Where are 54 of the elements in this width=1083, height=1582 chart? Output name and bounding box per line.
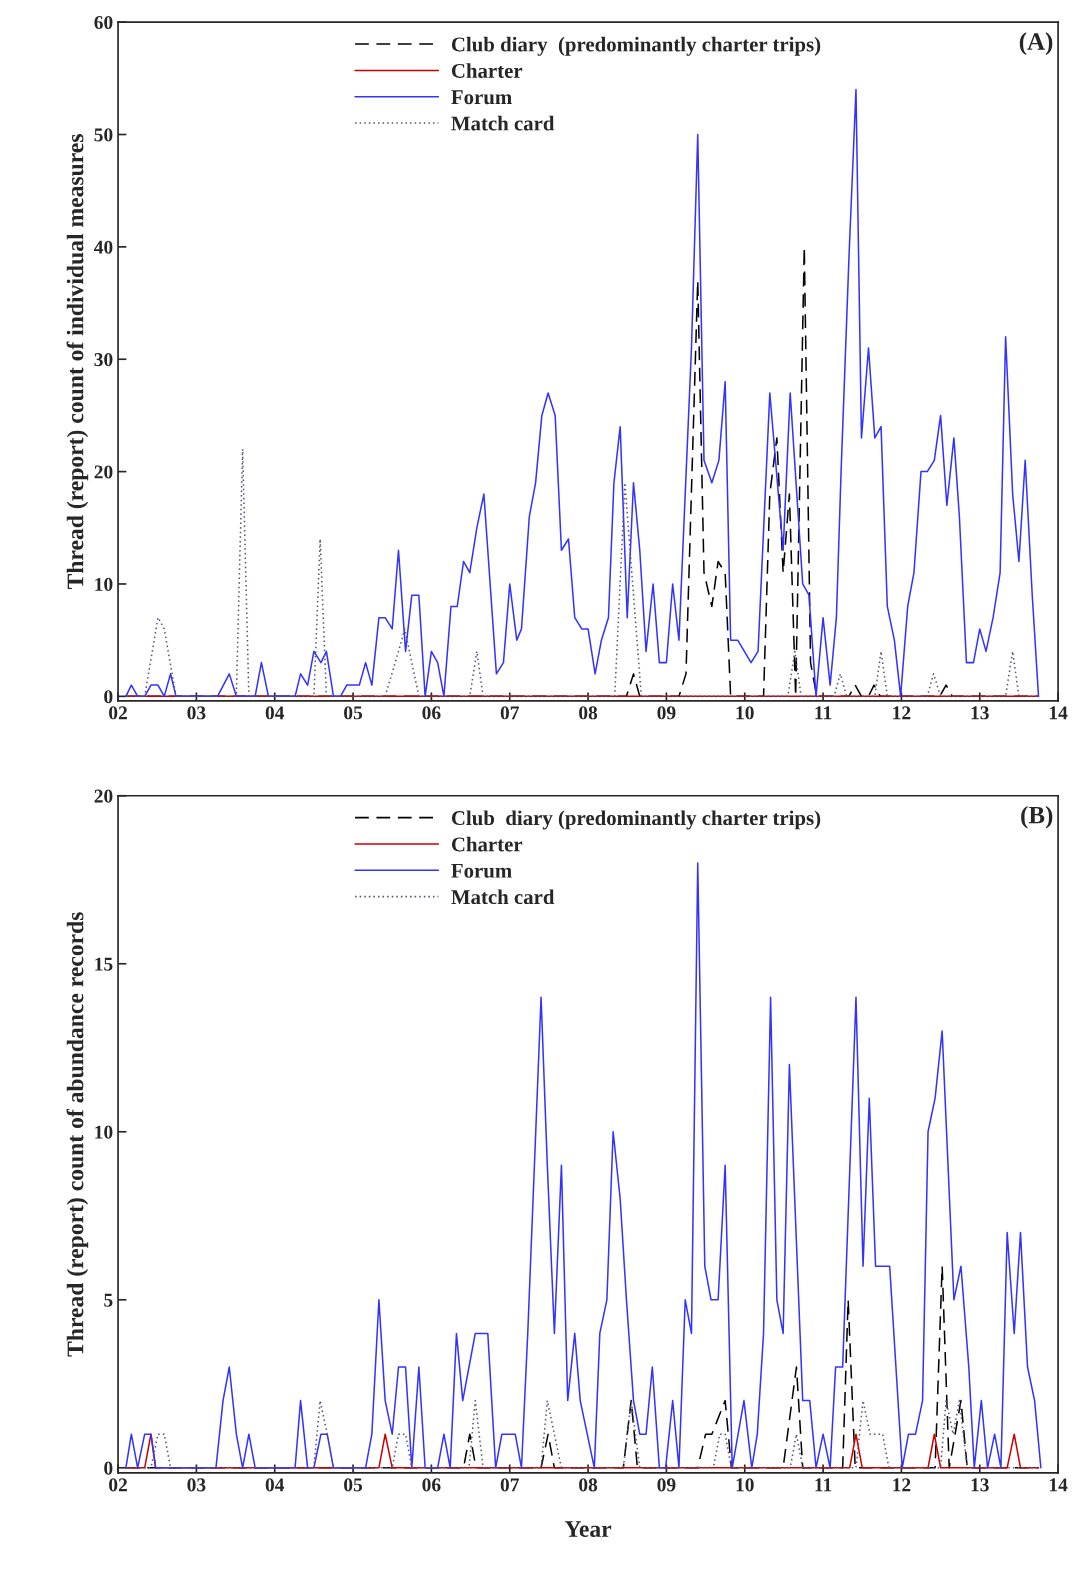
annotation: (B) (1021, 805, 1053, 829)
y-tick-label: 0 (104, 690, 113, 704)
x-tick-label: 11 (815, 706, 832, 720)
x-tick-label: 12 (893, 706, 911, 720)
legend-label: Match card (451, 889, 555, 905)
y-axis-title: Thread (report) count of abundance records (66, 912, 89, 1357)
x-tick-label: 03 (187, 706, 206, 720)
x-tick-label: 05 (344, 706, 363, 720)
x-tick-label: 12 (893, 1478, 911, 1492)
legend-label: Charter (451, 836, 523, 852)
x-tick-label: 07 (500, 1478, 519, 1492)
x-axis-title: Year (564, 1521, 612, 1537)
annotation: (A) (1019, 32, 1053, 55)
y-tick-label: 30 (94, 353, 113, 367)
y-tick-label: 20 (94, 789, 113, 803)
x-tick-label: 09 (657, 1478, 676, 1492)
y-tick-label: 60 (94, 15, 113, 30)
y-tick-label: 20 (94, 465, 113, 479)
x-tick-label: 13 (971, 706, 989, 720)
x-tick-label: 14 (1049, 1478, 1068, 1492)
line-series (125, 448, 1040, 698)
x-tick-label: 08 (579, 706, 598, 720)
legend-label: Charter (451, 63, 523, 78)
y-tick-label: 10 (95, 577, 113, 591)
x-tick-label: 14 (1049, 706, 1068, 720)
x-tick-label: 03 (187, 1478, 206, 1492)
y-axis-title: Thread (report) count of individual measures (66, 134, 89, 590)
y-tick-label: 10 (95, 1125, 113, 1139)
legend-label: Match card (451, 115, 555, 131)
x-tick-label: 08 (579, 1478, 598, 1492)
x-tick-label: 07 (500, 706, 519, 720)
x-tick-label: 09 (657, 706, 676, 720)
line-series (125, 88, 1040, 698)
x-tick-label: 04 (265, 706, 285, 720)
legend-label: Forum (451, 90, 512, 105)
x-tick-label: 04 (265, 1478, 285, 1492)
x-tick-label: 02 (109, 1478, 127, 1492)
x-tick-label: 11 (815, 1478, 832, 1492)
y-tick-label: 40 (94, 240, 113, 254)
y-tick-label: 50 (94, 128, 113, 142)
x-tick-label: 06 (422, 1478, 441, 1492)
x-tick-label: 10 (736, 1478, 754, 1492)
legend-label: Forum (451, 863, 512, 878)
x-tick-label: 02 (109, 706, 127, 720)
y-tick-label: 5 (104, 1293, 113, 1307)
legend-label: Club diary (predominantly charter trips) (451, 36, 821, 56)
legend-label: Club diary (predominantly charter trips) (451, 810, 821, 830)
x-tick-label: 05 (344, 1478, 363, 1492)
y-tick-label: 0 (104, 1461, 113, 1475)
line-series (125, 862, 1042, 1469)
y-tick-label: 15 (95, 957, 113, 971)
x-tick-label: 10 (736, 706, 754, 720)
x-tick-label: 13 (971, 1478, 989, 1492)
x-tick-label: 06 (422, 706, 441, 720)
